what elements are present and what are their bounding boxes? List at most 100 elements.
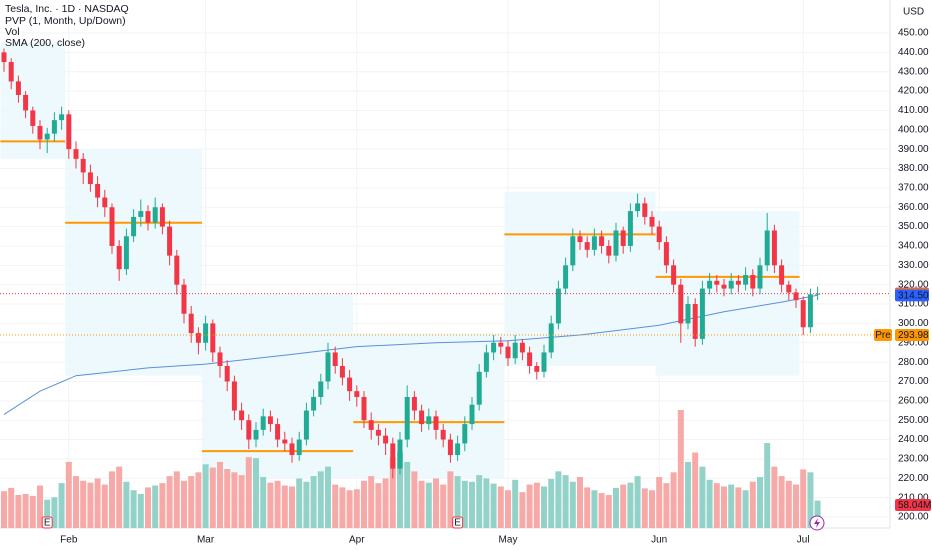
candle-body (692, 304, 698, 339)
volume-bar (742, 490, 749, 528)
candle-body (635, 203, 641, 212)
y-tick-label: 310.00 (898, 299, 929, 310)
candle-body (685, 304, 691, 324)
candle-body (325, 352, 331, 382)
candle-body (195, 333, 201, 343)
candle-body (584, 242, 590, 250)
volume-bar (577, 477, 583, 528)
candle-body (800, 300, 806, 328)
candle-body (23, 94, 29, 111)
y-tick-label: 240.00 (898, 434, 929, 445)
candle-body (519, 342, 525, 353)
volume-bar (418, 480, 425, 528)
candle-body (512, 342, 518, 359)
volume-bar (555, 471, 562, 528)
volume-bar (137, 494, 144, 528)
volume-bar (620, 484, 627, 528)
volume-bar (785, 480, 792, 528)
candle-body (203, 323, 209, 343)
candle-body (51, 120, 57, 134)
volume-bar (800, 469, 807, 528)
volume-bar (526, 484, 533, 528)
volume-bar (692, 452, 699, 528)
volume-bar (166, 476, 173, 528)
volume-bar (591, 490, 598, 528)
volume-bar (469, 481, 475, 528)
volume-bar (677, 410, 684, 528)
volume-bar (325, 466, 331, 528)
volume-bar (29, 495, 36, 528)
volume-bar (505, 490, 511, 528)
x-tick-label: Feb (60, 535, 78, 546)
candle-body (771, 230, 777, 266)
candle-body (404, 396, 410, 440)
volume-bar (670, 472, 677, 528)
indicator: Vol (5, 26, 20, 38)
candle-body (123, 236, 129, 270)
volume-bar (728, 484, 735, 528)
volume-bar (778, 476, 785, 528)
y-tick-label: 390.00 (898, 144, 929, 155)
y-tick-label: 350.00 (898, 221, 929, 232)
candle-body (167, 226, 173, 256)
candle-body (678, 284, 684, 324)
volume-bar (87, 482, 94, 528)
candle-body (721, 284, 727, 289)
candle-body (246, 420, 252, 440)
volume-bar (202, 464, 209, 528)
y-tick-label: 280.00 (898, 357, 929, 368)
y-tick-label: 200.00 (898, 512, 929, 523)
y-tick-label: 250.00 (898, 415, 929, 426)
volume-bar (94, 478, 101, 528)
candle-body (541, 352, 547, 372)
volume-bar (274, 480, 281, 528)
x-tick-label: May (499, 535, 518, 546)
y-tick-label: 370.00 (898, 183, 929, 194)
candle-body (66, 114, 72, 150)
earnings-label: E (454, 518, 461, 529)
candle-body (793, 292, 799, 301)
x-tick-label: Jun (651, 535, 667, 546)
volume-bar (317, 471, 324, 528)
candle-body (383, 435, 389, 444)
volume-bar (260, 477, 267, 528)
candle-body (375, 429, 381, 436)
candle-body (498, 342, 504, 347)
volume-bar (699, 466, 706, 528)
volume-bar (757, 477, 763, 528)
candle-body (627, 211, 633, 246)
candle-body (663, 242, 669, 266)
volume-bar (533, 482, 540, 528)
candle-body (548, 323, 554, 353)
volume-bar (303, 481, 310, 528)
volume-bar (397, 452, 403, 528)
volume-bar (181, 480, 187, 528)
candle-body (95, 184, 101, 198)
y-tick-label: 400.00 (898, 124, 929, 135)
candle-body (267, 416, 273, 425)
volume-tag-label: 58.04M (898, 500, 931, 511)
volume-bar (807, 472, 814, 528)
candle-body (354, 391, 360, 397)
volume-bar (353, 489, 360, 528)
volume-bar (598, 493, 605, 528)
volume-bar (649, 490, 655, 528)
price-tag (895, 329, 929, 342)
candle-body (750, 275, 756, 289)
volume-bar (771, 466, 778, 528)
x-tick-label: Mar (197, 535, 215, 546)
candle-body (145, 211, 151, 223)
candle-body (188, 313, 194, 334)
volume-bar (814, 500, 821, 528)
y-tick-label: 230.00 (898, 454, 929, 465)
candle-body (15, 81, 21, 95)
volume-bar (411, 471, 418, 528)
volume-bar (461, 480, 468, 528)
candle-body (224, 365, 230, 382)
candle-body (599, 236, 605, 246)
volume-bar (253, 458, 259, 528)
volume-bar (656, 477, 663, 528)
candle-body (577, 236, 583, 243)
volume-bar (497, 486, 504, 528)
